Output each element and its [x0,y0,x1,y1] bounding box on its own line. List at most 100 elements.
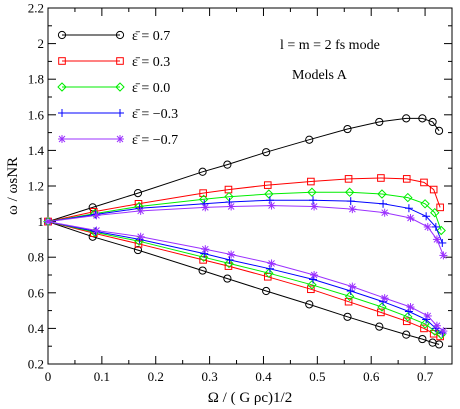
data-point [227,250,236,259]
data-point [344,291,355,302]
data-point [225,255,234,264]
legend-item-0: ε̄ = 0.7 [57,29,170,44]
legend-item-2: ε̄ = 0.0 [57,81,170,96]
data-point [422,212,431,221]
x-tick-label: 0.5 [309,369,325,384]
data-point [406,214,415,223]
data-point [198,252,209,262]
data-point [134,240,143,248]
x-tick-label: 0 [45,369,52,384]
y-tick-label: 0.2 [28,357,44,372]
data-point [307,285,315,294]
data-point [310,202,319,211]
data-point [423,311,432,320]
data-point [404,204,413,213]
data-point [428,117,437,127]
data-point [377,308,385,317]
data-point [198,167,207,176]
y-axis-label: ω / ωsNR [5,157,21,215]
x-tick-label: 0.1 [94,369,110,384]
legend-label: ε̄ = −0.7 [132,133,178,148]
data-point [344,187,355,197]
data-point [402,114,411,123]
data-point [377,302,387,312]
legend-marker-right [115,30,125,40]
data-point [307,187,317,197]
data-point [201,245,210,254]
y-tick-label: 1.6 [28,107,45,122]
data-point [430,207,440,218]
data-point [263,272,272,281]
legend-marker-right [115,82,125,92]
data-point [423,222,432,231]
data-point [133,189,143,198]
legend-label: ε̄ = 0.3 [132,55,170,70]
x-tick-label: 0.6 [363,369,380,384]
data-point [305,300,314,309]
y-tick-label: 1.2 [28,179,44,194]
data-point [344,297,353,306]
data-point [92,226,101,235]
data-point [265,264,274,273]
data-point [201,203,210,212]
data-point [438,238,447,247]
data-point [348,205,357,214]
data-point [307,177,315,186]
data-point [223,274,232,283]
data-point [267,201,276,210]
data-point [439,327,448,336]
series-2 [43,187,446,340]
data-point [379,297,388,306]
series-line-lower [47,221,442,336]
data-point [136,206,145,215]
data-point [420,319,430,329]
series-3 [44,196,447,337]
data-point [263,181,272,189]
data-point [44,217,52,226]
data-point [262,148,271,157]
data-point [227,202,236,211]
data-point [434,340,444,349]
data-point [436,225,446,236]
y-tick-label: 1.4 [28,143,45,158]
data-point [265,196,274,205]
annotation-mode: l = m = 2 fs mode [280,38,380,53]
series-line-lower [47,221,441,337]
series-line-upper [47,191,442,231]
data-point [136,232,145,241]
data-point [418,334,427,344]
x-tick-label: 0.7 [417,369,434,384]
y-tick-label: 2.2 [28,1,44,16]
y-tick-label: 0.4 [28,321,45,336]
data-point [380,294,389,303]
data-point [223,160,232,169]
y-tick-label: 1.8 [28,72,44,87]
annotation-models: Models A [292,68,348,83]
data-point [348,282,357,291]
data-point [377,189,387,199]
data-point [343,124,352,134]
data-point [92,211,101,220]
legend-label: ε̄ = −0.3 [132,107,178,122]
annotation-mode-text: l = m = 2 fs mode [280,38,380,53]
legend-marker-left [57,30,67,40]
legend-item-3: ε̄ = −0.3 [58,107,178,122]
data-point [379,199,388,208]
legend-label: ε̄ = 0.7 [132,29,170,44]
y-tick-label: 0.6 [28,285,45,300]
series-line-lower [47,221,443,334]
data-point [267,259,276,268]
data-point [377,174,385,182]
data-point [403,192,413,203]
x-axis-label: Ω / ( G ρc)1/2 [208,390,292,406]
data-point [88,203,97,212]
x-tick-label: 0.2 [148,369,164,384]
data-point [420,178,428,187]
legend-marker-left [58,109,66,117]
data-point [406,303,415,312]
legend-item-1: ε̄ = 0.3 [58,55,170,70]
data-point [429,185,438,194]
data-point [434,126,444,135]
series-line-lower [47,221,440,345]
